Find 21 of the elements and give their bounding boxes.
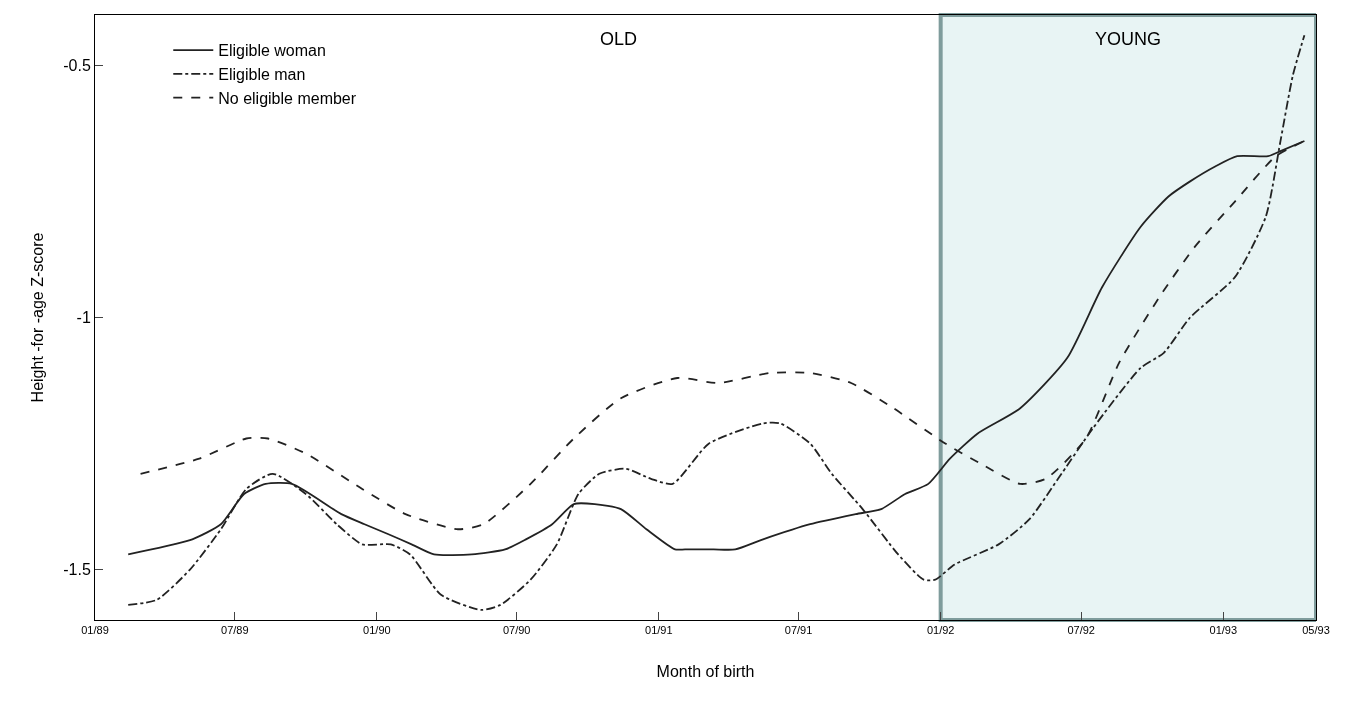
x-tick-label: 07/90 [502,624,531,637]
legend-label: Eligible woman [218,42,326,60]
legend-label: Eligible man [218,66,306,84]
y-tick-label: -0.5 [63,57,91,75]
x-tick-label: 01/93 [1209,624,1238,637]
x-tick-label: 01/89 [81,624,109,637]
x-tick-label: 01/91 [645,624,673,637]
x-tick-label: 05/93 [1302,624,1330,637]
annotation: OLD [600,29,638,49]
y-axis-title: Height -for -age Z-score [29,232,47,403]
x-tick-label: 01/92 [926,624,955,637]
band-label: YOUNG [1095,29,1162,49]
x-tick-label: 07/92 [1067,624,1095,637]
x-tick-label: 07/91 [784,624,813,637]
y-tick-label: -1.5 [63,561,91,579]
x-axis-title: Month of birth [656,662,755,680]
line-series [127,34,1306,611]
x-tick-label: 01/90 [363,624,391,637]
x-tick-label: 07/89 [221,624,249,637]
y-tick-label: -1 [76,309,91,327]
legend-label: No eligible member [218,89,357,107]
